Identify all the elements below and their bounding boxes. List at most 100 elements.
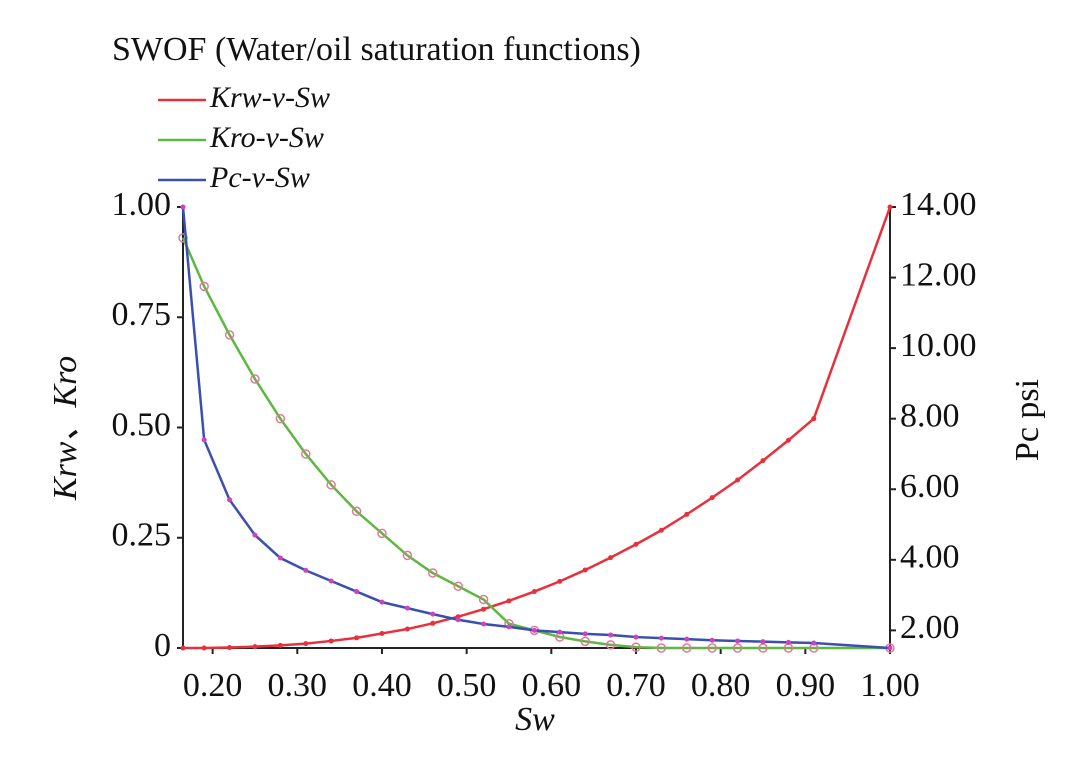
marker	[328, 578, 334, 584]
marker	[379, 599, 385, 605]
marker	[580, 636, 590, 647]
marker	[377, 528, 387, 539]
marker	[887, 645, 893, 651]
marker	[735, 638, 741, 644]
marker	[252, 532, 258, 538]
marker	[582, 567, 588, 573]
x-tick-label: 0.30	[268, 667, 328, 704]
marker	[732, 643, 743, 653]
marker	[354, 635, 360, 641]
marker	[303, 567, 309, 573]
marker	[760, 639, 766, 645]
marker	[402, 550, 413, 561]
line	[181, 237, 890, 650]
marker	[811, 416, 817, 422]
marker	[180, 645, 186, 651]
marker	[785, 437, 791, 443]
marker	[735, 477, 741, 483]
marker	[227, 645, 233, 651]
chart-title: SWOF (Water/oil saturation functions)	[112, 31, 641, 68]
legend-label: Pc-v-Sw	[209, 161, 310, 194]
marker	[709, 637, 715, 643]
marker	[354, 589, 360, 595]
marker	[887, 204, 893, 210]
marker	[709, 495, 715, 501]
marker	[506, 598, 512, 604]
marker	[684, 511, 690, 517]
y-tick-label: 0.75	[112, 296, 172, 333]
y-tick-label: 0	[154, 627, 171, 664]
marker	[277, 555, 283, 561]
y2-tick-label: 6.00	[900, 468, 960, 505]
marker	[201, 437, 207, 443]
x-tick-label: 0.80	[691, 667, 751, 704]
marker	[682, 643, 692, 653]
y2-tick-label: 10.00	[900, 327, 977, 364]
marker	[252, 644, 258, 650]
y2-tick-label: 2.00	[900, 609, 960, 646]
marker	[224, 330, 235, 340]
marker	[455, 617, 461, 623]
y-tick-label: 0.25	[112, 517, 172, 554]
marker	[760, 458, 766, 464]
legend-label: Krw-v-Sw	[209, 81, 330, 114]
marker	[430, 611, 436, 617]
x-tick-label: 0.20	[183, 667, 243, 704]
marker	[250, 374, 260, 384]
marker	[658, 635, 664, 641]
y2-axis-label: Pc psi	[1009, 379, 1046, 461]
y2-tick-label: 14.00	[900, 186, 977, 223]
y2-tick-label: 4.00	[900, 539, 960, 576]
marker	[277, 642, 283, 648]
marker	[404, 605, 410, 611]
marker	[201, 645, 207, 651]
y-tick-label: 0.50	[112, 406, 172, 443]
marker	[481, 621, 487, 627]
marker	[227, 497, 233, 503]
marker	[785, 639, 791, 645]
x-tick-label: 0.40	[352, 667, 412, 704]
marker	[811, 640, 817, 646]
marker	[608, 632, 614, 638]
x-tick-label: 0.50	[437, 667, 497, 704]
marker	[379, 630, 385, 636]
x-tick-label: 1.00	[860, 667, 920, 704]
marker	[478, 594, 489, 605]
line	[181, 206, 891, 650]
marker	[430, 620, 436, 626]
marker	[608, 555, 614, 561]
marker	[506, 624, 512, 630]
marker	[328, 638, 334, 644]
y-axis-label: Krw、Kro	[47, 356, 84, 501]
marker	[199, 281, 209, 292]
marker	[453, 581, 463, 592]
marker	[531, 627, 537, 633]
marker	[326, 480, 336, 490]
marker	[404, 626, 410, 632]
marker	[582, 631, 588, 637]
marker	[656, 643, 667, 653]
marker	[631, 642, 641, 652]
y-tick-label: 1.00	[112, 186, 172, 223]
marker	[531, 589, 537, 595]
marker	[557, 578, 563, 584]
marker	[481, 606, 487, 612]
marker	[605, 640, 616, 650]
x-tick-label: 0.60	[522, 667, 582, 704]
marker	[557, 629, 563, 635]
x-tick-label: 0.70	[606, 667, 666, 704]
marker	[658, 527, 664, 533]
legend-label: Kro-v-Sw	[209, 121, 324, 154]
marker	[633, 541, 639, 547]
y2-tick-label: 12.00	[900, 256, 977, 293]
marker	[351, 506, 362, 517]
line	[183, 206, 892, 650]
marker	[275, 413, 286, 424]
x-axis-label: Sw	[515, 701, 555, 738]
marker	[301, 449, 311, 459]
marker	[180, 204, 186, 210]
marker	[684, 636, 690, 642]
marker	[428, 568, 438, 578]
y2-tick-label: 8.00	[900, 397, 960, 434]
